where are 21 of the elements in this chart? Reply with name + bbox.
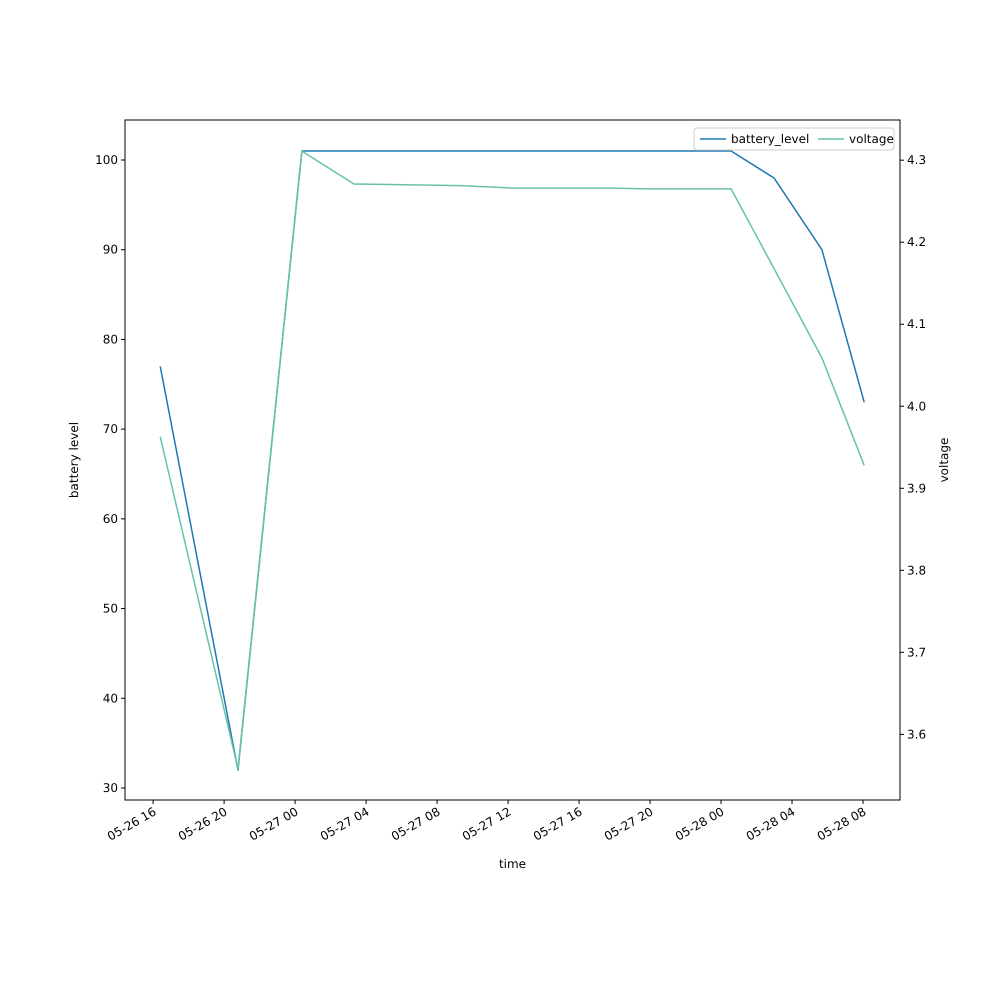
y2-tick-label: 4.2 <box>907 235 926 250</box>
y-tick-label: 90 <box>102 242 118 257</box>
y-tick-label: 60 <box>102 512 118 526</box>
y2-tick-label: 3.7 <box>907 645 926 660</box>
y-tick-label: 70 <box>102 422 118 436</box>
y2-tick-label: 3.6 <box>907 727 926 742</box>
legend-label: battery_level <box>731 132 810 146</box>
y-tick-label: 30 <box>102 780 118 795</box>
y-tick-label: 100 <box>95 153 118 168</box>
y2-tick-label: 4.1 <box>907 317 926 332</box>
y2-tick-label: 3.9 <box>907 481 926 496</box>
y2-tick-label: 4.3 <box>907 153 926 168</box>
y-tick-label: 80 <box>102 332 118 346</box>
y2-axis-title: voltage <box>937 438 951 482</box>
x-axis-title: time <box>498 857 526 871</box>
legend-label: voltage <box>849 132 894 146</box>
y-tick-label: 50 <box>102 602 118 616</box>
y2-tick-label: 3.8 <box>907 563 926 578</box>
y-axis-title: battery level <box>67 422 81 498</box>
y-tick-label: 40 <box>102 691 118 706</box>
y2-tick-label: 4.0 <box>907 399 926 414</box>
